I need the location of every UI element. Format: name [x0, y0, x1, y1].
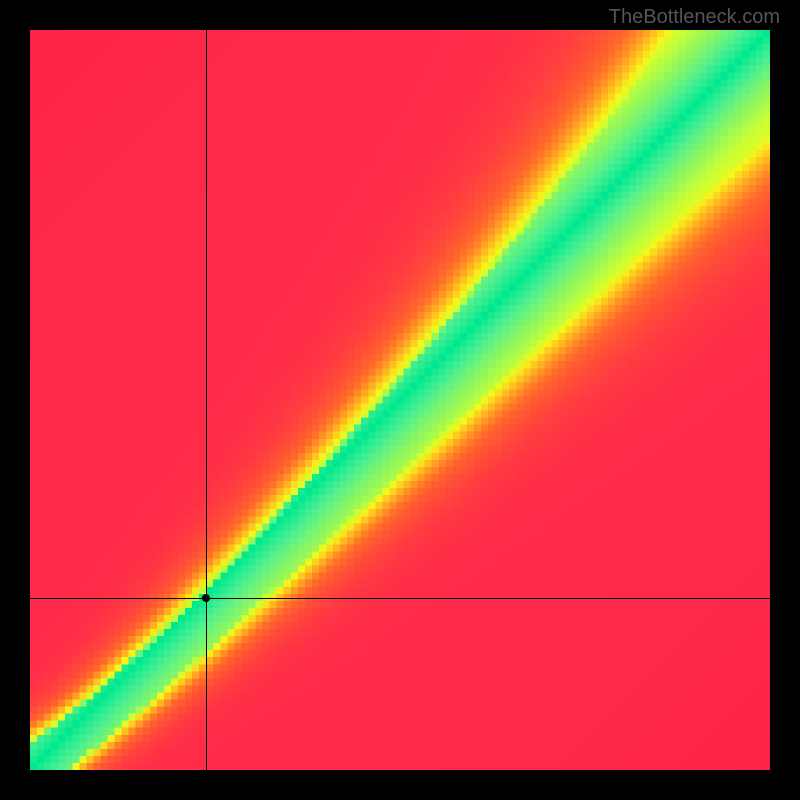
crosshair-vertical	[206, 30, 207, 770]
crosshair-horizontal	[30, 598, 770, 599]
chart-container: TheBottleneck.com	[0, 0, 800, 800]
heatmap-canvas	[30, 30, 770, 770]
plot-area	[30, 30, 770, 770]
marker-dot	[202, 594, 210, 602]
watermark-text: TheBottleneck.com	[609, 6, 780, 29]
